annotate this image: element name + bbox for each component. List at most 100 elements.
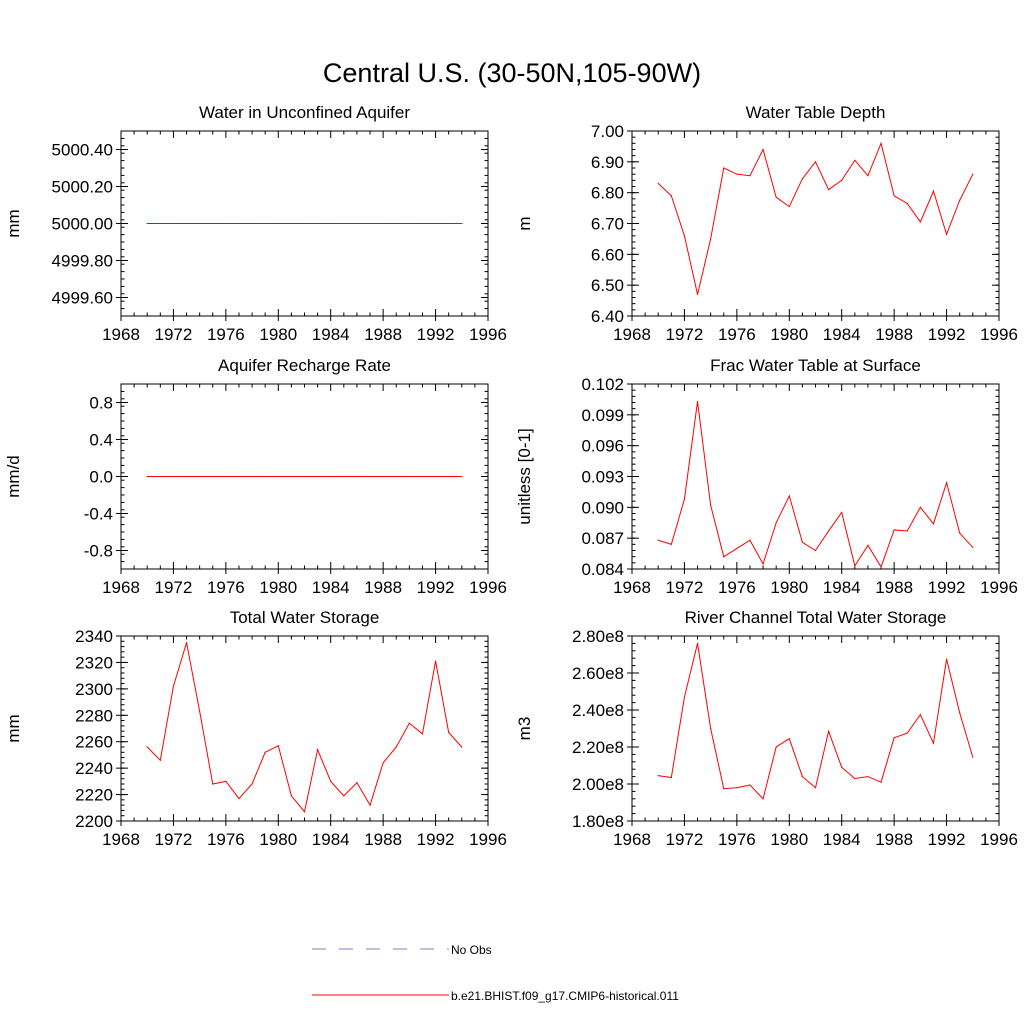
y-tick-label: 2.00e8 xyxy=(572,775,624,794)
y-tick-label: 2.60e8 xyxy=(572,664,624,683)
y-tick-label: 5000.40 xyxy=(52,141,113,160)
data-point xyxy=(945,233,948,235)
data-point xyxy=(723,556,725,558)
data-point xyxy=(932,190,935,192)
data-point xyxy=(670,776,672,779)
data-point xyxy=(251,783,253,785)
y-tick-label: 2200 xyxy=(75,812,113,831)
data-point xyxy=(185,475,188,478)
data-point xyxy=(841,511,843,514)
data-point xyxy=(814,787,817,789)
y-tick-label: 7.00 xyxy=(591,122,624,141)
data-point xyxy=(854,777,856,780)
data-point xyxy=(945,482,948,484)
data-point xyxy=(788,495,790,497)
y-tick-label: 2.80e8 xyxy=(572,627,624,646)
y-tick-label: -0.4 xyxy=(84,505,113,524)
data-point xyxy=(762,563,764,565)
y-tick-label: 0.102 xyxy=(581,375,624,394)
x-tick-label: 1972 xyxy=(666,325,704,344)
y-tick-label: 0.084 xyxy=(581,560,624,579)
y-tick-label: 6.70 xyxy=(591,215,624,234)
data-point xyxy=(461,222,463,225)
y-tick-label: 4999.80 xyxy=(52,252,113,271)
y-tick-label: 0.8 xyxy=(89,394,113,413)
x-tick-label: 1996 xyxy=(469,578,507,597)
data-point xyxy=(828,730,830,732)
chart-panel: Water in Unconfined Aquifer mm 1968 1972 197… xyxy=(4,103,507,344)
chart-title: Frac Water Table at Surface xyxy=(710,356,921,375)
data-point xyxy=(395,222,397,225)
data-point xyxy=(343,475,345,478)
data-point xyxy=(801,776,803,778)
chart-title: Water Table Depth xyxy=(746,103,886,122)
data-point xyxy=(356,222,358,225)
data-point xyxy=(317,475,319,478)
data-point xyxy=(683,235,686,237)
data-point xyxy=(448,731,450,734)
data-point xyxy=(330,780,332,782)
data-point xyxy=(893,737,895,739)
data-point xyxy=(841,179,843,181)
data-point xyxy=(225,780,227,782)
x-tick-label: 1968 xyxy=(102,325,140,344)
data-point xyxy=(172,475,175,478)
data-point xyxy=(762,148,764,151)
y-tick-label: 6.50 xyxy=(591,276,624,295)
data-point xyxy=(251,475,253,478)
x-tick-label: 1996 xyxy=(980,578,1018,597)
data-point xyxy=(185,642,188,644)
data-point xyxy=(369,475,371,478)
x-tick-label: 1980 xyxy=(259,830,297,849)
data-point xyxy=(736,173,738,175)
series-line xyxy=(657,141,974,295)
x-tick-label: 1988 xyxy=(875,830,913,849)
data-point xyxy=(788,738,790,740)
data-point xyxy=(932,742,935,744)
y-tick-label: 0.087 xyxy=(581,529,624,548)
data-point xyxy=(906,530,908,532)
x-tick-label: 1992 xyxy=(928,325,966,344)
x-tick-label: 1988 xyxy=(364,830,402,849)
x-tick-label: 1980 xyxy=(259,325,297,344)
data-point xyxy=(212,783,214,785)
data-point xyxy=(199,710,201,712)
data-point xyxy=(801,541,803,543)
series-line xyxy=(658,643,974,800)
x-tick-label: 1992 xyxy=(417,325,455,344)
data-point xyxy=(264,475,266,478)
plot-frame xyxy=(631,635,1000,822)
data-point xyxy=(972,173,974,175)
data-point xyxy=(723,788,725,790)
data-point xyxy=(670,195,672,197)
y-tick-label: 2.40e8 xyxy=(572,701,624,720)
x-tick-label: 1984 xyxy=(823,325,861,344)
data-point xyxy=(749,539,751,541)
data-point xyxy=(264,751,266,753)
data-point xyxy=(421,733,424,735)
data-point xyxy=(841,766,843,768)
y-tick-label: 6.80 xyxy=(591,184,624,203)
data-point xyxy=(788,205,790,208)
data-point xyxy=(395,475,397,478)
chart-title: Aquifer Recharge Rate xyxy=(218,356,391,375)
data-point xyxy=(775,196,777,198)
data-point xyxy=(290,222,292,225)
data-point xyxy=(696,400,699,403)
data-point xyxy=(867,544,869,546)
series-line xyxy=(658,401,974,569)
data-point xyxy=(867,175,869,177)
data-point xyxy=(159,475,161,478)
data-point xyxy=(225,475,227,478)
data-point xyxy=(356,782,358,784)
data-point xyxy=(906,202,908,205)
y-tick-label: 2340 xyxy=(75,627,113,646)
x-tick-label: 1972 xyxy=(155,325,193,344)
x-tick-label: 1980 xyxy=(770,325,808,344)
data-point xyxy=(854,159,856,161)
data-point xyxy=(657,182,659,185)
data-point xyxy=(696,642,699,645)
data-point xyxy=(434,475,437,478)
data-point xyxy=(212,222,214,225)
